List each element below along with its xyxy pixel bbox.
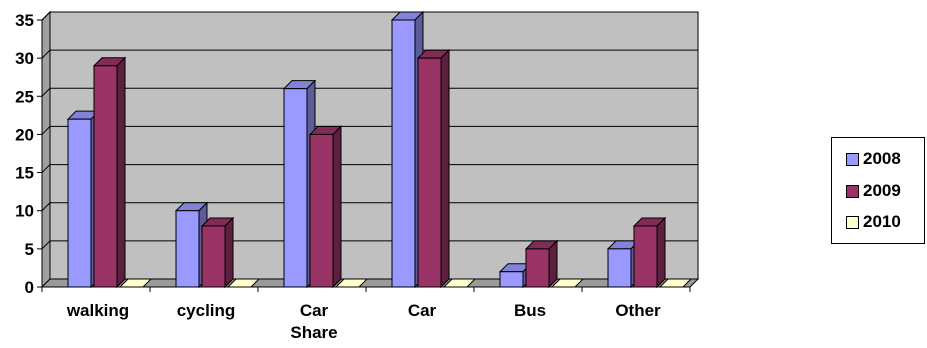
x-axis: walking cycling Car Share Car Bus Other bbox=[41, 286, 691, 342]
x-category-label-line: Other bbox=[615, 301, 661, 320]
x-category-label-0: walking bbox=[66, 301, 129, 320]
bar-front bbox=[93, 65, 118, 288]
bar-front bbox=[499, 271, 524, 288]
bar-bus-2009 bbox=[524, 239, 559, 289]
y-tick-label: 25 bbox=[15, 87, 34, 106]
gridline-side bbox=[41, 11, 51, 21]
bar-side bbox=[116, 56, 126, 289]
bar-front bbox=[525, 248, 550, 288]
gridline-side bbox=[41, 240, 51, 250]
y-tick-label: 0 bbox=[25, 278, 34, 297]
bar-side bbox=[224, 216, 234, 289]
bar-front bbox=[67, 118, 92, 288]
bar-other-2009 bbox=[632, 216, 667, 289]
bar-side bbox=[656, 216, 666, 289]
legend-item-2009: 2009 bbox=[846, 181, 901, 201]
chart-plot-wall bbox=[40, 10, 700, 289]
chart-legend: 2008 2009 2010 bbox=[831, 137, 925, 244]
x-category-label-line: cycling bbox=[177, 301, 236, 320]
x-category-label-3: Car bbox=[408, 301, 437, 320]
gridline-side bbox=[41, 49, 51, 59]
y-tick-label: 15 bbox=[15, 164, 34, 183]
bar-cycling-2009 bbox=[200, 216, 235, 289]
bar-side bbox=[332, 125, 342, 289]
gridline-side bbox=[41, 126, 51, 135]
bar-car-2009 bbox=[416, 48, 451, 289]
x-category-label-line: Car bbox=[300, 301, 329, 320]
plot-side-wall bbox=[41, 10, 51, 289]
y-tick-label: 20 bbox=[15, 125, 34, 144]
x-category-label-line: Bus bbox=[514, 301, 546, 320]
gridline-side bbox=[41, 164, 51, 173]
legend-swatch-2010 bbox=[846, 215, 859, 229]
y-tick-label: 5 bbox=[25, 240, 34, 259]
legend-swatch-2009 bbox=[846, 184, 859, 198]
gridline-side bbox=[41, 87, 51, 97]
bar-side bbox=[548, 239, 558, 289]
bar-front bbox=[417, 57, 442, 288]
bar-front bbox=[607, 248, 632, 288]
bar-front bbox=[309, 133, 334, 288]
bar-front bbox=[391, 19, 416, 288]
legend-swatch-2008 bbox=[846, 152, 859, 166]
bar-side bbox=[440, 48, 450, 289]
x-category-label-5: Other bbox=[615, 301, 661, 320]
legend-label-2010: 2010 bbox=[863, 212, 901, 231]
legend-label-2008: 2008 bbox=[863, 149, 901, 168]
x-category-label-4: Bus bbox=[514, 301, 546, 320]
plot-back-wall bbox=[49, 11, 699, 280]
y-tick-label: 10 bbox=[15, 202, 34, 221]
x-category-label-line: Share bbox=[290, 323, 337, 342]
bar-front bbox=[283, 88, 308, 288]
bar-walking-2009 bbox=[92, 56, 127, 289]
legend-label-2009: 2009 bbox=[863, 181, 901, 200]
bar-car-share-2009 bbox=[308, 125, 343, 289]
x-category-label-line: walking bbox=[66, 301, 129, 320]
x-category-label-line: Car bbox=[408, 301, 437, 320]
y-axis: 0 5 10 15 20 25 30 35 bbox=[15, 11, 43, 297]
bar-front bbox=[201, 225, 226, 288]
legend-item-2010: 2010 bbox=[846, 212, 901, 232]
gridline-side bbox=[41, 202, 51, 212]
bar-front bbox=[175, 210, 200, 288]
bar-series bbox=[66, 10, 693, 289]
legend-item-2008: 2008 bbox=[846, 149, 901, 169]
x-category-label-1: cycling bbox=[177, 301, 236, 320]
y-tick-label: 30 bbox=[15, 49, 34, 68]
x-category-label-2: Car Share bbox=[290, 301, 337, 342]
y-tick-label: 35 bbox=[15, 11, 34, 30]
bar-front bbox=[633, 225, 658, 288]
